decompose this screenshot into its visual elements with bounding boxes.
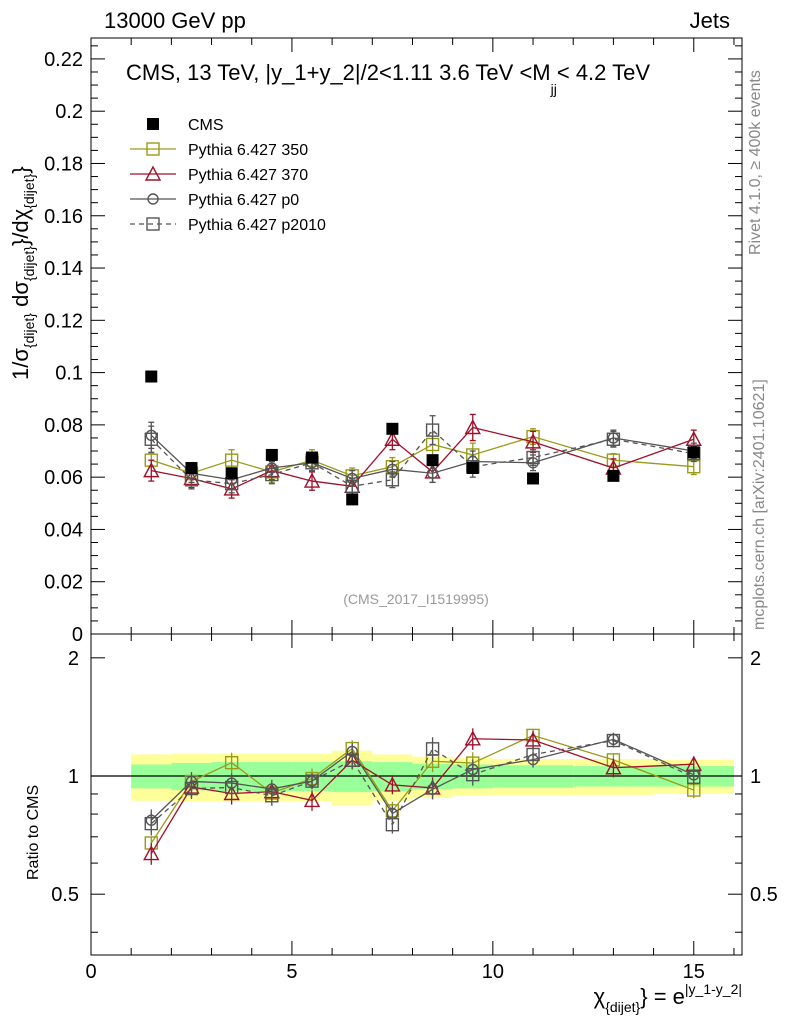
ratio-point [144,816,158,831]
ratio-y-tick-label: 0.5 [51,884,79,906]
ratio-y-tick-label: 2 [68,648,79,670]
y-tick-label: 0.1 [55,363,83,385]
series-point [265,467,279,482]
x-axis-label: χ{dijet}} = e|y_1-y_2| [594,981,742,1015]
x-tick-label: 0 [85,961,96,983]
analysis-id: (CMS_2017_I1519995) [343,591,489,607]
legend-marker [146,142,160,156]
rivet-version-label: Rivet 4.1.0, ≥ 400k events [747,70,764,255]
series-point [143,462,160,478]
ratio-point [526,747,540,762]
ratio-point [606,733,621,748]
series-point [345,479,359,494]
ratio-point [425,742,440,756]
ratio-point [466,767,480,782]
y-tick-label: 0.02 [44,572,83,594]
ratio-y-tick-label: 1 [68,766,79,788]
ratio-point [184,781,199,796]
series-point [426,467,439,479]
ratio-point [265,789,279,803]
data-point [185,462,198,475]
series-point [223,480,240,496]
y-tick-label: 0.14 [44,258,83,280]
data-point [306,451,319,464]
series-point [384,430,401,446]
data-point [265,448,278,461]
ratio-point [385,817,400,832]
data-point [426,454,439,467]
mcplots-label: mcplots.cern.ch [arXiv:2401.10621] [751,379,768,630]
legend-label: Pythia 6.427 p0 [188,192,299,209]
legend-marker-data [147,118,159,130]
axes: 0 0.02 0.04 0.06 0.08 0.1 0.12 0.14 0.16 0.18 0.2 0… [44,37,778,983]
series-point [524,433,542,449]
series-point [385,473,400,487]
ratio-point [384,776,401,792]
ratio-frame [90,633,743,956]
ratio-point [345,753,359,767]
legend-label: Pythia 6.427 350 [188,142,308,159]
y-tick-label: 0.16 [44,206,83,228]
data-point [527,472,540,485]
series-point [224,453,239,467]
series-point [425,423,440,437]
legend: CMS Pythia 6.427 350 Pythia 6.427 370 Pythi… [130,117,326,234]
ratio-point [687,770,701,784]
ratio-plot-marks [91,728,742,865]
y-tick-label: 0.18 [44,153,83,175]
ratio-point [303,791,321,808]
ratio-point [224,755,239,770]
data-point [346,493,359,506]
chart-title: CMS, 13 TeV, |y_1+y_2|/2<1.11 3.6 TeV <M… [126,60,650,97]
y-axis-label: 1/σ{dijet} dσ{dijet}}/dχ{dijet}} [8,166,37,380]
ratio-point [426,783,439,796]
y-tick-label: 0.2 [55,101,83,123]
series-point [526,450,540,465]
y-tick-label: 0.12 [44,310,83,332]
series-point [303,472,321,488]
ratio-point [605,759,622,775]
legend-marker [144,165,162,181]
ratio-point [143,845,160,861]
legend-label-data: CMS [188,117,224,134]
ratio-y-tick-label-right: 1 [750,766,761,788]
data-point [466,462,479,475]
data-point [145,370,158,383]
ratio-point [464,730,481,746]
ratio-point [524,731,542,747]
ratio-y-tick-label-right: 2 [750,648,761,670]
legend-marker [147,193,159,205]
header-beam-label: 13000 GeV pp [104,8,246,33]
y-tick-label: 0.08 [44,415,83,437]
y-tick-label: 0 [72,624,83,646]
x-tick-label: 5 [286,961,297,983]
legend-marker [146,217,160,231]
x-tick-label: 10 [482,961,504,983]
legend-label: Pythia 6.427 p2010 [188,217,326,234]
series-point [144,432,158,446]
y-tick-label: 0.06 [44,467,83,489]
data-point [607,469,620,482]
ratio-point [224,780,239,795]
series-point [606,432,621,446]
main-plot-marks [143,370,702,506]
legend-label: Pythia 6.427 370 [188,167,308,184]
data-point [687,446,700,459]
y-tick-label: 0.22 [44,49,83,71]
header-process-label: Jets [690,8,730,33]
ratio-point [305,774,319,788]
series-point [464,419,481,435]
ratio-y-tick-label-right: 0.5 [750,884,778,906]
x-tick-label: 15 [683,961,705,983]
data-point [225,467,238,480]
ratio-y-axis-label: Ratio to CMS [25,785,42,880]
y-tick-label: 0.04 [44,519,83,541]
data-point [386,422,399,435]
